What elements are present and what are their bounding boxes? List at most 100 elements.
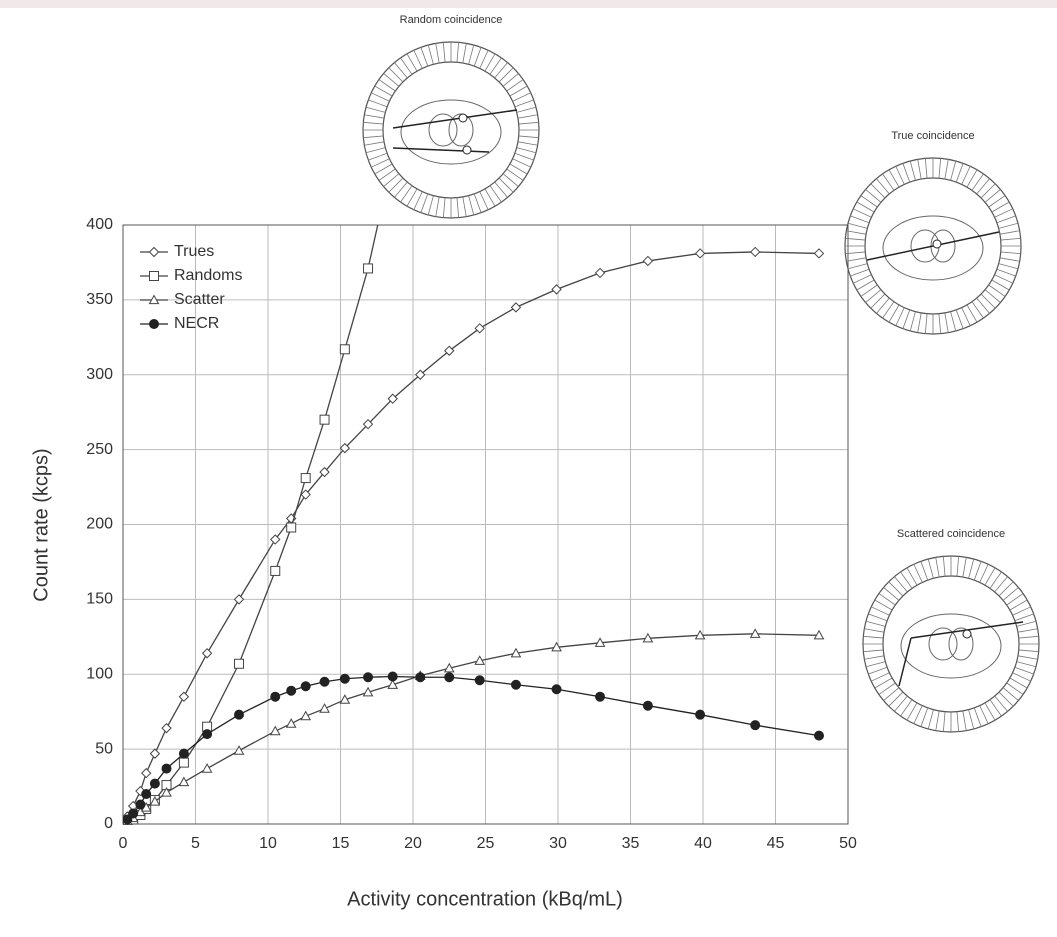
ring-segment <box>856 201 875 213</box>
ring-segment <box>509 163 528 175</box>
y-tick-label: 250 <box>86 441 113 458</box>
ring-segment <box>865 289 882 303</box>
ring-segment <box>1018 649 1039 653</box>
ring-segment <box>962 710 967 731</box>
ring-segment <box>871 672 890 682</box>
ring-segment <box>1006 682 1024 695</box>
marker <box>642 632 654 643</box>
y-axis-label: Count rate (kcps) <box>30 448 52 601</box>
x-tick-label: 10 <box>259 835 277 852</box>
marker <box>642 700 653 711</box>
ring-segment <box>400 57 413 75</box>
marker <box>269 725 281 736</box>
marker <box>363 672 374 683</box>
ring-segment <box>956 556 960 577</box>
ring-segment <box>876 178 890 195</box>
ring-segment <box>489 185 502 203</box>
ring-segment <box>988 195 1006 208</box>
ring-segment <box>1012 672 1031 682</box>
ring-segment <box>846 257 867 262</box>
ring-segment <box>984 289 1001 303</box>
marker <box>233 745 245 755</box>
ring-segment <box>955 163 964 183</box>
ring-segment <box>442 42 446 63</box>
ring-segment <box>888 169 900 188</box>
ring-segment <box>984 702 996 721</box>
ring-segment <box>961 307 971 326</box>
ring-segment <box>895 307 905 326</box>
ring-segment <box>909 160 916 181</box>
marker <box>694 248 706 259</box>
organ <box>928 627 958 661</box>
ring-segment <box>927 558 934 579</box>
ring-segment <box>383 73 400 87</box>
ring-segment <box>998 263 1019 270</box>
legend-label: Randoms <box>174 267 242 284</box>
ring-segment <box>462 196 467 217</box>
ring-segment <box>968 558 975 579</box>
ring-segment <box>900 699 913 717</box>
y-tick-label: 50 <box>95 740 113 757</box>
marker <box>319 676 330 687</box>
marker <box>201 648 213 659</box>
ring-segment <box>935 557 940 578</box>
ring-segment <box>435 43 440 64</box>
ring-segment <box>1017 628 1038 633</box>
ring-segment <box>863 635 884 639</box>
y-tick-label: 350 <box>86 291 113 308</box>
ring-segment <box>865 661 886 668</box>
marker <box>551 684 562 695</box>
marker <box>510 647 522 658</box>
ring-segment <box>420 47 429 67</box>
plot-frame <box>122 224 849 825</box>
ring-segment <box>484 53 496 72</box>
ring-segment <box>514 152 534 161</box>
ring-segment <box>406 53 418 72</box>
marker <box>444 345 455 356</box>
ring-segment <box>883 587 900 601</box>
ring-segment <box>966 304 978 323</box>
ring-segment <box>989 699 1002 717</box>
ring-segment <box>850 268 870 277</box>
x-axis-label: Activity concentration (kBq/mL) <box>347 888 623 910</box>
marker <box>813 248 825 259</box>
marker <box>285 718 297 728</box>
ring-segment <box>1002 587 1019 601</box>
ring-segment <box>860 195 878 208</box>
ring-segment <box>509 85 528 97</box>
ring-segment <box>516 147 537 154</box>
ring-segment <box>368 152 388 161</box>
ring-segment <box>498 177 514 193</box>
legend-label: Trues <box>174 243 214 260</box>
ring-segment <box>435 196 440 217</box>
marker <box>474 675 485 686</box>
ring-segment <box>845 251 866 255</box>
ring-segment <box>874 677 893 689</box>
x-tick-label: 25 <box>477 835 495 852</box>
ring-segment <box>950 311 957 332</box>
ring-segment <box>479 191 489 210</box>
ring-segment <box>994 208 1013 218</box>
ring-segment <box>1014 613 1034 622</box>
ring-segment <box>388 177 404 193</box>
ring-segment <box>518 121 539 125</box>
marker <box>300 681 311 692</box>
ring-segment <box>378 79 396 92</box>
marker <box>270 565 281 576</box>
body-outline <box>900 613 1002 679</box>
top-strip <box>0 0 1057 8</box>
ring-segment <box>1009 599 1028 611</box>
ring-segment <box>363 121 384 125</box>
ring-segment <box>1009 677 1028 689</box>
ring-segment <box>413 191 423 210</box>
marker <box>161 763 172 774</box>
marker <box>319 414 330 425</box>
ring-segment <box>427 44 434 65</box>
ring-segment <box>1018 635 1039 639</box>
ring-segment <box>864 628 885 633</box>
ring-segment <box>517 141 538 146</box>
ring-segment <box>927 709 934 730</box>
ring-segment <box>956 711 960 732</box>
marker <box>474 655 486 665</box>
marker <box>161 787 172 797</box>
